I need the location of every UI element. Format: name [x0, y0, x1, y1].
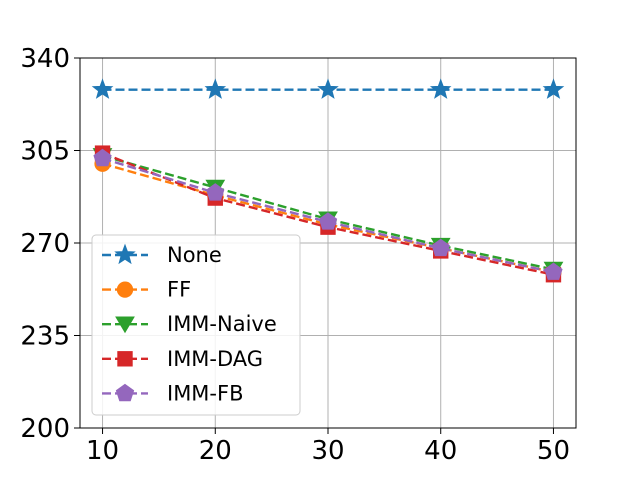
- x-tick-label: 40: [424, 436, 457, 466]
- data-point: [93, 148, 112, 167]
- legend-label: IMM-DAG: [167, 347, 263, 371]
- legend-marker: [115, 383, 135, 402]
- series-imm-fb: [93, 148, 563, 280]
- y-tick-label: 235: [20, 322, 70, 352]
- legend-label: IMM-Naive: [167, 312, 277, 336]
- data-point: [431, 238, 450, 257]
- data-point: [317, 78, 339, 99]
- y-tick-label: 270: [20, 229, 70, 259]
- data-point: [204, 78, 227, 99]
- legend-marker: [115, 316, 135, 334]
- legend-item: IMM-Naive: [102, 312, 277, 336]
- y-tick-label: 340: [20, 44, 70, 74]
- legend-label: IMM-FB: [167, 381, 244, 405]
- legend-item: IMM-FB: [102, 381, 244, 405]
- legend-item: FF: [102, 278, 191, 302]
- data-point: [542, 78, 565, 99]
- series-line: [102, 162, 554, 274]
- legend-label: None: [167, 243, 222, 267]
- legend-box: [91, 234, 301, 416]
- data-point: [206, 183, 225, 201]
- legend-item: IMM-DAG: [102, 347, 263, 371]
- legend-marker: [114, 243, 136, 265]
- legend-item: None: [102, 243, 222, 267]
- data-point: [544, 262, 563, 280]
- x-tick-label: 10: [86, 436, 119, 466]
- legend-marker: [116, 281, 134, 298]
- x-tick-label: 50: [537, 436, 570, 466]
- legend: None FF IMM-Naive IMM-DAG IMM-FB: [91, 234, 301, 416]
- data-point: [91, 78, 114, 99]
- axes-layer: 10 20 30 40 50 200 235 270 305 340: [20, 44, 570, 466]
- x-tick-label: 30: [311, 436, 344, 466]
- data-point: [318, 212, 338, 230]
- legend-marker: [117, 351, 133, 367]
- series-none: [91, 78, 565, 99]
- series-layer: [91, 78, 565, 283]
- x-tick-label: 20: [199, 436, 232, 466]
- y-tick-label: 305: [20, 137, 70, 167]
- data-point: [429, 78, 452, 99]
- y-tick-label: 200: [20, 414, 70, 444]
- legend-label: FF: [167, 278, 191, 302]
